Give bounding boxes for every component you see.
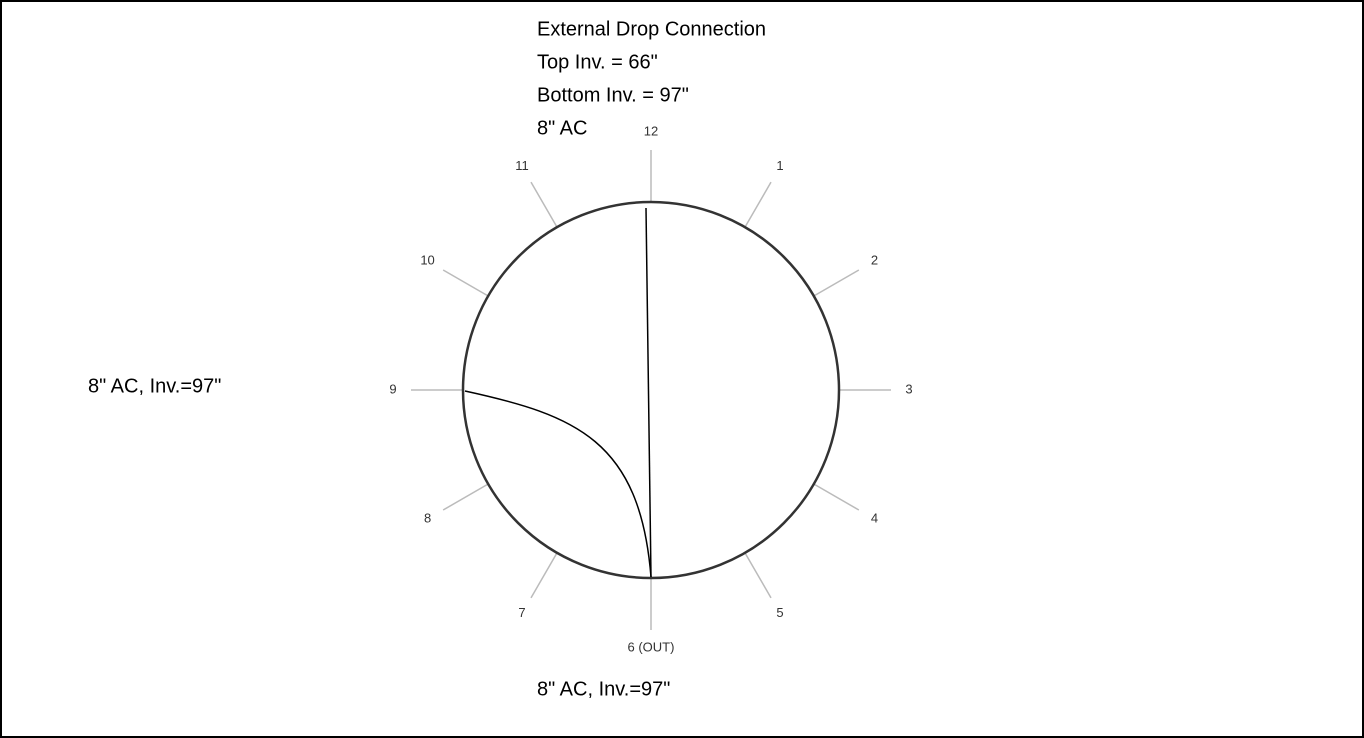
header-line: Top Inv. = 66" [537, 51, 658, 73]
clock-label: 8 [424, 510, 431, 525]
inlet-label: 8" AC, Inv.=97" [88, 375, 221, 397]
outlet-label: 8" AC, Inv.=97" [537, 678, 670, 700]
drop-pipe [645, 207, 652, 578]
clock-tick [744, 181, 772, 228]
clock-tick [813, 483, 860, 511]
clock-label: 1 [776, 158, 783, 173]
clock-label: 7 [518, 605, 525, 620]
clock-label: 2 [871, 252, 878, 267]
clock-label: 4 [871, 510, 878, 525]
clock-label: 3 [905, 381, 912, 396]
header-line: External Drop Connection [537, 18, 766, 40]
clock-spokes [411, 150, 891, 630]
clock-tick [813, 269, 860, 297]
clock-tick [530, 181, 558, 228]
clock-tick [442, 269, 489, 297]
clock-label: 10 [420, 252, 434, 267]
header-line: 8" AC [537, 117, 587, 139]
clock-label: 9 [389, 381, 396, 396]
inlet-pipe [464, 390, 652, 578]
clock-label: 11 [515, 158, 529, 173]
manhole [461, 200, 841, 580]
header-line: Bottom Inv. = 97" [537, 84, 689, 106]
clock-label: 6 (OUT) [628, 639, 675, 654]
clock-label: 5 [776, 605, 783, 620]
clock-tick [530, 552, 558, 599]
clock-tick [442, 483, 489, 511]
clock-tick [744, 552, 772, 599]
clock-label: 12 [644, 123, 658, 138]
